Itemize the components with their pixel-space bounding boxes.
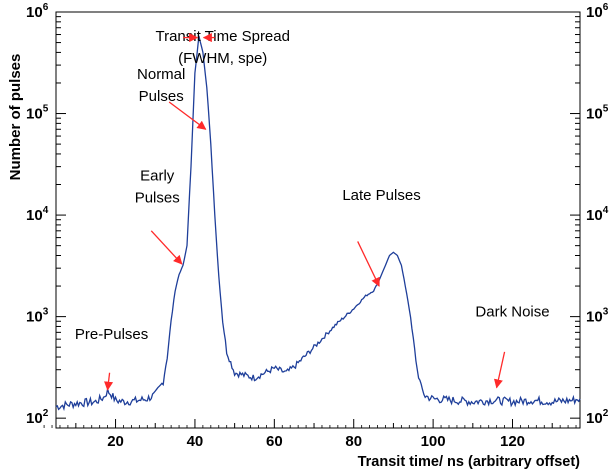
x-tick-label: 40 bbox=[187, 433, 204, 450]
x-tick-label: 100 bbox=[421, 433, 446, 450]
x-tick-label: 80 bbox=[345, 433, 362, 450]
tick-base: 10 bbox=[26, 410, 43, 427]
annotation-line: Pre-Pulses bbox=[75, 326, 148, 343]
tick-base: 10 bbox=[586, 309, 603, 326]
annotation-line: Late Pulses bbox=[342, 187, 420, 204]
tick-base: 10 bbox=[26, 309, 43, 326]
tick-base: 10 bbox=[26, 4, 43, 21]
x-axis-label: Transit time/ ns (arbitrary offset) bbox=[358, 454, 581, 470]
tick-exponent: 2 bbox=[43, 408, 49, 419]
tick-base: 10 bbox=[586, 410, 603, 427]
annotation-arrow bbox=[357, 241, 380, 287]
y-right-tick-label: 103 bbox=[586, 307, 609, 326]
tick-exponent: 2 bbox=[603, 408, 609, 419]
y-right-tick-label: 102 bbox=[586, 408, 609, 427]
tick-exponent: 5 bbox=[43, 104, 49, 115]
y-axis-label: Number of pulses bbox=[7, 54, 24, 181]
tick-exponent: 3 bbox=[603, 307, 609, 318]
tick-exponent: 4 bbox=[603, 205, 609, 216]
annotation-line: Normal bbox=[137, 66, 185, 83]
series-line bbox=[55, 35, 581, 412]
annotation-line: (FWHM, spe) bbox=[178, 50, 267, 67]
x-tick-label: 120 bbox=[500, 433, 525, 450]
tick-exponent: 4 bbox=[43, 205, 49, 216]
tick-base: 10 bbox=[586, 106, 603, 123]
tick-base: 10 bbox=[26, 207, 43, 224]
tick-exponent: 6 bbox=[603, 2, 609, 13]
annotation-line: Dark Noise bbox=[475, 304, 549, 321]
y-tick-label: 105 bbox=[26, 104, 49, 123]
y-right-tick-label: 105 bbox=[586, 104, 609, 123]
y-right-tick-label: 104 bbox=[586, 205, 609, 224]
annotation-label: Early Pulses bbox=[135, 167, 180, 206]
tick-base: 10 bbox=[26, 106, 43, 123]
annotation-line: Transit Time Spread bbox=[155, 28, 290, 45]
annotation-arrow bbox=[150, 230, 183, 265]
annotation-arrow bbox=[493, 351, 506, 389]
y-tick-label: 106 bbox=[26, 2, 49, 21]
annotation-label: Transit Time Spread (FWHM, spe) bbox=[155, 28, 290, 67]
tick-exponent: 5 bbox=[603, 104, 609, 115]
annotation-line: Pulses bbox=[135, 189, 180, 206]
annotation-line: Early bbox=[140, 167, 175, 184]
y-tick-label: 104 bbox=[26, 205, 49, 224]
annotation-arrow bbox=[168, 101, 207, 130]
annotation-line: Pulses bbox=[139, 88, 184, 105]
y-tick-label: 103 bbox=[26, 307, 49, 326]
annotation-label: Normal Pulses bbox=[137, 66, 185, 105]
annotation-arrow bbox=[104, 372, 114, 391]
y-tick-label: 102 bbox=[26, 408, 49, 427]
tick-base: 10 bbox=[586, 4, 603, 21]
tick-exponent: 6 bbox=[43, 2, 49, 13]
annotation-label: Dark Noise bbox=[475, 304, 549, 321]
tick-exponent: 3 bbox=[43, 307, 49, 318]
x-tick-label: 60 bbox=[266, 433, 283, 450]
annotation-label: Pre-Pulses bbox=[75, 326, 148, 343]
x-tick-label: 20 bbox=[107, 433, 124, 450]
y-right-tick-label: 106 bbox=[586, 2, 609, 21]
annotation-label: Late Pulses bbox=[342, 187, 420, 204]
tick-base: 10 bbox=[586, 207, 603, 224]
